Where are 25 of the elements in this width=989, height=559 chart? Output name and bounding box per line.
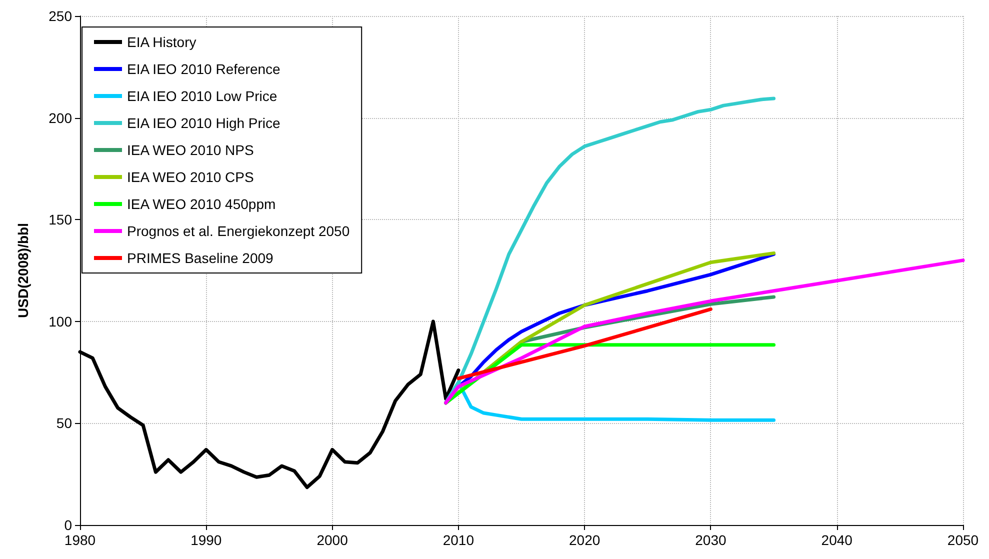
legend-label: IEA WEO 2010 450ppm — [127, 196, 276, 212]
legend-label: PRIMES Baseline 2009 — [127, 250, 274, 266]
legend-label: Prognos et al. Energiekonzept 2050 — [127, 223, 350, 239]
legend-label: EIA IEO 2010 Low Price — [127, 88, 278, 104]
x-tick-label: 1980 — [64, 532, 96, 548]
x-tick-label: 2020 — [568, 532, 600, 548]
x-tick-label: 2000 — [316, 532, 348, 548]
legend-label: EIA IEO 2010 Reference — [127, 61, 281, 77]
y-tick-label: 200 — [48, 110, 72, 126]
y-tick-label: 0 — [64, 517, 72, 533]
y-tick-label: 250 — [48, 8, 72, 24]
x-tick-label: 2040 — [821, 532, 853, 548]
legend-label: IEA WEO 2010 NPS — [127, 142, 254, 158]
y-axis-title: USD(2008)/bbl — [15, 223, 31, 318]
x-tick-label: 2050 — [947, 532, 979, 548]
y-tick-label: 150 — [48, 212, 72, 228]
x-tick-label: 2010 — [442, 532, 474, 548]
y-tick-label: 100 — [48, 313, 72, 330]
line-series — [444, 258, 965, 405]
legend-label: IEA WEO 2010 CPS — [127, 169, 254, 185]
x-tick-label: 2030 — [695, 532, 726, 548]
x-tick-label: 1990 — [190, 532, 222, 548]
y-tick-label: 50 — [56, 415, 72, 432]
legend-label: EIA IEO 2010 High Price — [127, 115, 281, 131]
legend-label: EIA History — [127, 34, 196, 50]
